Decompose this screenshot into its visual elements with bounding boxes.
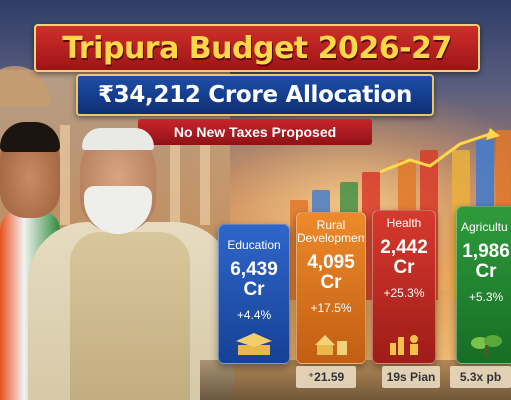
card-amount: 4,095: [307, 252, 355, 273]
building-column: [200, 125, 210, 225]
village-icon: [315, 335, 347, 355]
card-unit: Cr: [475, 261, 497, 282]
card-amount: 6,439: [230, 259, 278, 280]
card-value: 6,439 Cr: [219, 260, 289, 300]
card-amount: 1,986: [462, 241, 510, 262]
card-title-line: Development: [297, 231, 366, 245]
agriculture-card: Agricultu 1,986 Cr +5.3%: [456, 206, 511, 364]
card-title: Education: [227, 238, 281, 252]
left-person-hair: [0, 122, 60, 152]
card-change: +25.3%: [383, 286, 425, 300]
tax-text: No New Taxes Proposed: [173, 124, 337, 140]
card-title: Health: [386, 216, 422, 230]
card-change: +5.3%: [468, 290, 504, 304]
bottom-plate: 19s Pian: [382, 366, 440, 388]
card-unit: Cr: [393, 257, 415, 278]
card-unit: Cr: [243, 279, 265, 300]
bottom-plate: 5.3x pb: [450, 366, 511, 388]
title-banner: Tripura Budget 2026-27: [34, 24, 480, 72]
building-column: [170, 125, 180, 225]
card-change: +17.5%: [310, 301, 352, 315]
trend-arrow-icon: [380, 128, 500, 174]
building-column: [60, 125, 70, 225]
allocation-text: ₹34,212 Crore Allocation: [97, 82, 413, 108]
health-icon: [390, 335, 418, 355]
graduation-icon: [236, 333, 272, 355]
card-value: 4,095 Cr: [297, 253, 365, 293]
rural-development-card: Rural Development 4,095 Cr +17.5%: [296, 212, 366, 364]
center-person-vest: [70, 232, 190, 400]
card-title-line: Rural: [316, 218, 346, 232]
health-card: Health 2,442 Cr +25.3%: [372, 210, 436, 364]
plant-icon: [471, 335, 502, 357]
education-card: Education 6,439 Cr +4.4%: [218, 224, 290, 364]
page-title: Tripura Budget 2026-27: [62, 30, 452, 66]
tax-banner: No New Taxes Proposed: [138, 119, 372, 145]
card-amount: 2,442: [380, 237, 428, 258]
center-person-hair: [82, 128, 154, 150]
bottom-plate: ⁺21.59: [296, 366, 356, 388]
card-unit: Cr: [320, 272, 342, 293]
card-title: Rural Development: [297, 219, 365, 245]
card-change: +4.4%: [236, 308, 272, 322]
card-value: 2,442 Cr: [373, 238, 435, 278]
allocation-banner: ₹34,212 Crore Allocation: [76, 74, 434, 116]
card-value: 1,986 Cr: [457, 242, 511, 282]
card-title: Agricultu: [461, 220, 508, 234]
